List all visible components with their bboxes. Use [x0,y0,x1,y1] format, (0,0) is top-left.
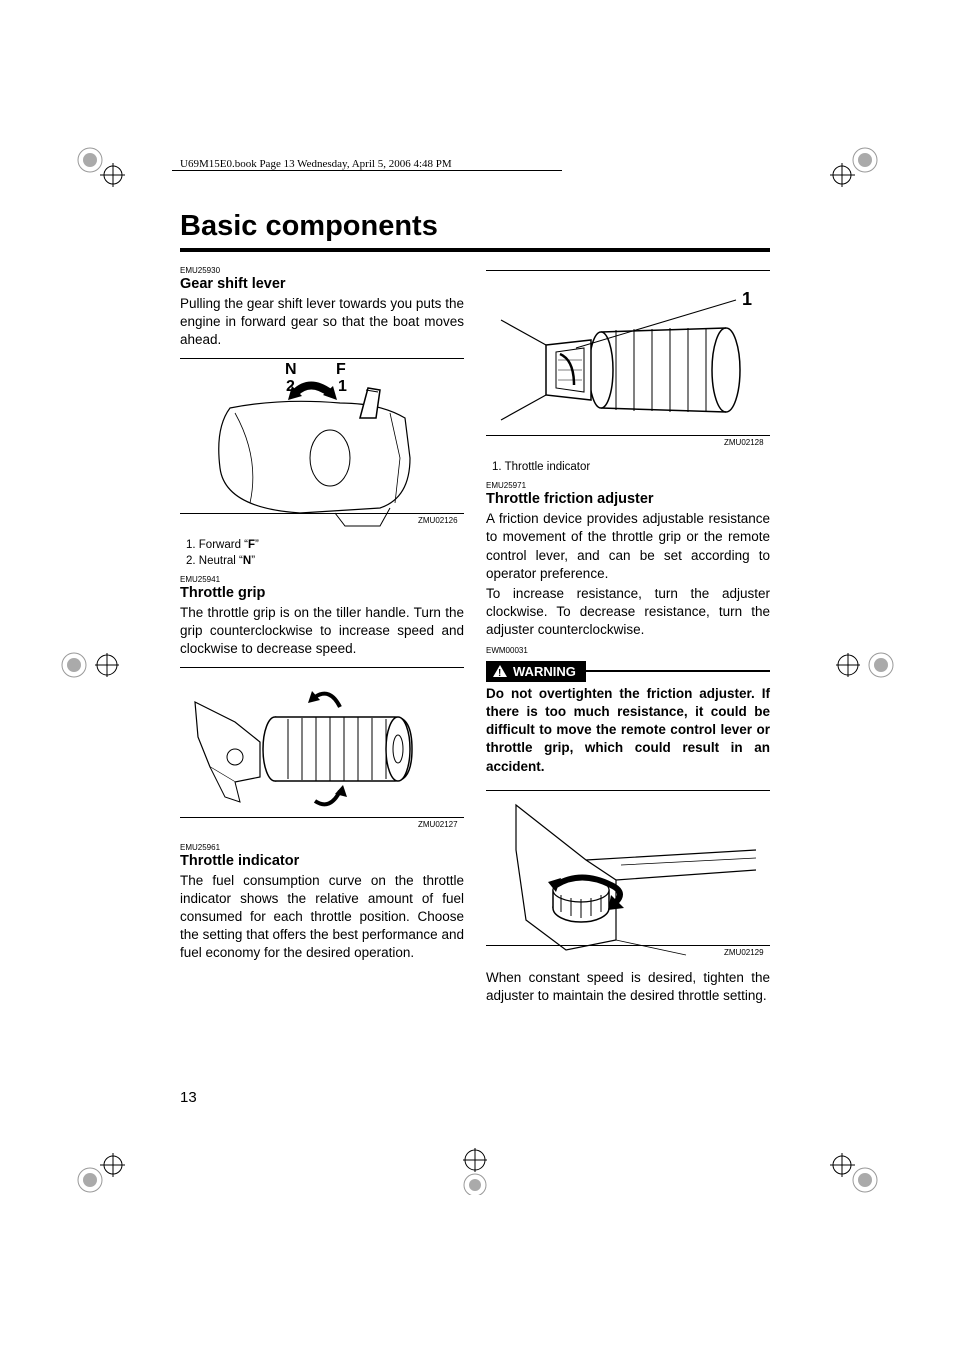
warn-code: EWM00031 [486,646,770,655]
warning-rule [586,670,770,672]
heading-friction-adjuster: Throttle friction adjuster [486,491,770,507]
heading-gear-shift: Gear shift lever [180,276,464,292]
legend-throttle-indicator: 1. Throttle indicator [492,459,770,475]
crop-mark-ml [60,640,120,690]
doc-code: EMU25930 [180,266,464,275]
warning-label: ! WARNING [486,661,586,682]
svg-text:1: 1 [338,378,347,395]
content-area: EMU25930 Gear shift lever Pulling the ge… [180,260,770,1005]
svg-text:2: 2 [286,378,295,395]
legend-neutral: 2. Neutral “N” [186,553,464,569]
body-friction-3: When constant speed is desired, tighten … [486,969,770,1005]
svg-text:!: ! [498,668,501,678]
figure-throttle-indicator-diagram: 1 ZMU02128 [486,270,770,455]
legend-forward: 1. Forward “F” [186,537,464,553]
doc-code: EMU25961 [180,843,464,852]
svg-text:F: F [336,361,346,378]
left-column: EMU25930 Gear shift lever Pulling the ge… [180,260,464,1005]
body-gear-shift: Pulling the gear shift lever towards you… [180,295,464,350]
figure-friction-adjuster: ZMU02129 [486,790,770,965]
svg-text:ZMU02128: ZMU02128 [724,438,764,447]
right-column: 1 ZMU02128 1. Throttle indicator EMU2597… [486,260,770,1005]
fig-code-label: ZMU02126 [418,516,458,525]
figure-gear-shift: N 2 F 1 ZMU02126 [180,358,464,533]
crop-mark-br [830,1145,880,1195]
chapter-title: Basic components [180,210,438,243]
body-friction-2: To increase resistance, turn the adjuste… [486,585,770,640]
heading-throttle-grip: Throttle grip [180,585,464,601]
svg-text:ZMU02127: ZMU02127 [418,820,458,829]
header-text: U69M15E0.book Page 13 Wednesday, April 5… [180,158,452,170]
crop-mark-tr [830,145,880,195]
svg-text:N: N [285,361,297,378]
doc-code: EMU25971 [486,481,770,490]
warning-banner: ! WARNING [486,661,770,682]
warning-label-text: WARNING [513,664,576,679]
body-friction-1: A friction device provides adjustable re… [486,510,770,583]
page-number: 13 [180,1089,197,1106]
svg-text:ZMU02129: ZMU02129 [724,948,764,957]
doc-code: EMU25941 [180,575,464,584]
body-throttle-grip: The throttle grip is on the tiller handl… [180,604,464,659]
heading-throttle-indicator: Throttle indicator [180,853,464,869]
body-throttle-indicator: The fuel consumption curve on the thrott… [180,872,464,963]
crop-mark-mr [835,640,895,690]
svg-text:1: 1 [742,289,752,309]
crop-mark-tl [75,145,125,195]
crop-mark-bl [75,1145,125,1195]
crop-mark-bc [445,1145,505,1195]
warning-icon: ! [492,664,508,678]
warning-text: Do not overtighten the friction adjuster… [486,685,770,776]
header-rule [172,170,562,171]
title-underline [180,248,770,252]
figure-throttle-grip: ZMU02127 [180,667,464,837]
